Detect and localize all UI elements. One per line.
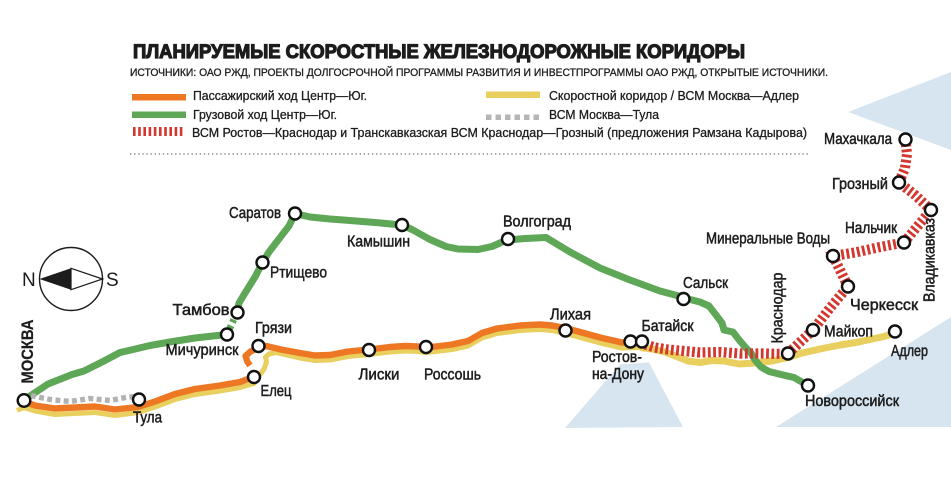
svg-text:Грозный: Грозный — [832, 176, 888, 193]
svg-text:Камышин: Камышин — [347, 234, 410, 251]
svg-text:Нальчик: Нальчик — [845, 220, 898, 237]
svg-text:Лихая: Лихая — [550, 307, 591, 324]
svg-text:ВСМ Москва—Тула: ВСМ Москва—Тула — [549, 107, 660, 122]
svg-text:Краснодар: Краснодар — [770, 272, 787, 343]
svg-text:Пассажирский ход Центр—Юг.: Пассажирский ход Центр—Юг. — [193, 88, 367, 103]
svg-text:ИСТОЧНИКИ: ОАО РЖД, ПРОЕКТЫ ДО: ИСТОЧНИКИ: ОАО РЖД, ПРОЕКТЫ ДОЛГОСРОЧНОЙ… — [130, 66, 828, 79]
svg-text:ПЛАНИРУЕМЫЕ СКОРОСТНЫЕ ЖЕЛЕЗНО: ПЛАНИРУЕМЫЕ СКОРОСТНЫЕ ЖЕЛЕЗНОДОРОЖНЫЕ К… — [133, 41, 745, 63]
svg-text:Минеральные Воды: Минеральные Воды — [706, 231, 830, 248]
svg-text:Грязи: Грязи — [255, 320, 292, 337]
svg-text:Россошь: Россошь — [424, 367, 481, 384]
svg-text:Елец: Елец — [261, 383, 292, 400]
svg-text:Махачкала: Махачкала — [824, 131, 892, 148]
svg-text:Мичуринск: Мичуринск — [166, 342, 240, 359]
svg-text:Скоростной коридор / ВСМ Москв: Скоростной коридор / ВСМ Москва—Адлер — [549, 88, 799, 103]
svg-text:Саратов: Саратов — [229, 205, 281, 222]
svg-text:Тула: Тула — [133, 410, 162, 427]
svg-text:ВСМ Ростов—Краснодар и Транска: ВСМ Ростов—Краснодар и Транскавказская В… — [192, 125, 807, 140]
svg-text:Черкесск: Черкесск — [850, 297, 919, 314]
svg-text:на-Дону: на-Дону — [592, 366, 644, 383]
svg-text:Новороссийск: Новороссийск — [805, 393, 900, 410]
svg-text:Майкоп: Майкоп — [824, 324, 873, 341]
svg-text:Владикавказ: Владикавказ — [922, 218, 939, 302]
svg-text:МОСКВА: МОСКВА — [18, 320, 37, 384]
svg-text:Ртищево: Ртищево — [270, 265, 327, 282]
svg-text:Тамбов: Тамбов — [173, 302, 230, 319]
svg-text:Сальск: Сальск — [683, 275, 729, 292]
svg-text:Лиски: Лиски — [359, 367, 400, 384]
svg-text:Ростов-: Ростов- — [592, 349, 642, 366]
svg-text:N: N — [22, 270, 36, 291]
svg-text:Волгоград: Волгоград — [503, 214, 572, 231]
svg-text:Батайск: Батайск — [642, 318, 695, 335]
svg-text:Грузовой ход Центр—Юг.: Грузовой ход Центр—Юг. — [193, 107, 337, 122]
svg-text:Адлер: Адлер — [891, 343, 928, 360]
svg-text:S: S — [106, 270, 119, 291]
